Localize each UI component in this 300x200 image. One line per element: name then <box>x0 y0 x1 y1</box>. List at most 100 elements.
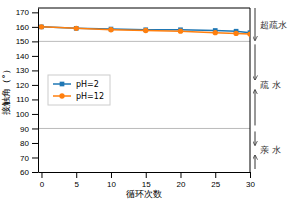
x-axis-tick-label: 30 <box>246 180 255 189</box>
y-axis-tick-line <box>32 99 38 100</box>
x-axis-tick-line <box>180 172 181 178</box>
x-axis-tick-line <box>250 172 251 178</box>
x-axis-tick-label: 0 <box>40 180 45 189</box>
y-axis-tick-line <box>32 41 38 42</box>
point <box>213 30 218 35</box>
annotation-label: 超疏水 <box>260 20 287 30</box>
y-axis-tick-label: 70 <box>20 154 29 163</box>
point <box>247 31 250 36</box>
point <box>143 28 148 33</box>
y-axis: 60 70 80 90 100 110 120 130 140 150 160 170 <box>16 8 39 177</box>
y-axis-tick: 60 <box>20 168 38 177</box>
point <box>39 25 44 30</box>
y-axis-tick-line <box>32 172 38 173</box>
point <box>233 31 238 36</box>
y-axis-tick-label: 120 <box>16 81 30 90</box>
x-axis-tick: 30 <box>246 172 255 189</box>
y-axis-tick: 70 <box>20 154 38 163</box>
point <box>39 24 44 29</box>
legend-item: pH=12 <box>53 92 104 101</box>
y-axis-tick-line <box>32 128 38 129</box>
y-axis-tick: 130 <box>16 66 38 75</box>
annotation-arrow <box>255 131 256 145</box>
y-axis-tick-label: 140 <box>16 52 30 61</box>
x-axis-tick-line <box>146 172 147 178</box>
legend-item: pH=2 <box>53 80 99 89</box>
y-axis-tick-label: 90 <box>20 125 29 134</box>
x-axis-tick-line <box>215 172 216 178</box>
annotation-arrow <box>255 8 256 40</box>
y-axis-tick-line <box>32 56 38 57</box>
point <box>178 29 183 34</box>
y-axis-tick: 170 <box>16 8 38 17</box>
y-axis-tick-label: 170 <box>16 8 30 17</box>
x-axis-tick-label: 20 <box>177 180 186 189</box>
chart: 0 5 10 15 20 25 30 60 70 80 90 100 110 120 130 140 150 16… <box>0 0 300 200</box>
annotation-arrow <box>255 90 256 126</box>
y-axis-tick-line <box>32 114 38 115</box>
y-axis-tick-label: 160 <box>16 23 30 32</box>
y-axis-tick-label: 130 <box>16 66 30 75</box>
y-axis-tick: 90 <box>20 125 38 134</box>
y-axis-tick-line <box>32 143 38 144</box>
y-axis-tick: 110 <box>16 95 38 104</box>
legend-label: pH=12 <box>76 92 104 101</box>
x-axis-tick-line <box>111 172 112 178</box>
annotation-arrow <box>255 155 256 169</box>
x-axis-tick: 20 <box>177 172 186 189</box>
y-axis-tick: 80 <box>20 139 38 148</box>
plot: 0 5 10 15 20 25 30 60 70 80 90 100 110 120 130 140 150 16… <box>16 8 287 189</box>
x-axis-tick: 15 <box>142 172 151 189</box>
legend-label: pH=2 <box>76 80 99 89</box>
y-axis-tick: 140 <box>16 52 38 61</box>
annotation-label: 疏 水 <box>260 80 281 90</box>
x-axis-tick-line <box>76 172 77 178</box>
point <box>74 26 79 31</box>
annotations: 超疏水疏 水亲 水 <box>255 8 287 169</box>
reference-lines <box>38 41 250 128</box>
y-axis-tick: 120 <box>16 81 38 90</box>
y-axis-tick-line <box>32 157 38 158</box>
x-axis-tick: 5 <box>75 172 80 189</box>
reference-line <box>38 41 250 42</box>
y-axis-tick-label: 80 <box>20 139 29 148</box>
x-axis-tick: 10 <box>107 172 116 189</box>
x-axis-title: 循环次数 <box>126 189 162 199</box>
y-axis-tick-line <box>32 70 38 71</box>
x-axis-tick-label: 10 <box>107 180 116 189</box>
y-axis-line <box>38 9 39 173</box>
x-axis-tick-label: 15 <box>142 180 151 189</box>
frame-top <box>38 8 250 9</box>
x-axis-tick-line <box>41 172 42 178</box>
x-axis-tick: 0 <box>40 172 45 189</box>
legend-box <box>48 75 110 105</box>
point <box>108 27 113 32</box>
y-axis-tick-label: 100 <box>16 110 30 119</box>
annotation-label: 亲 水 <box>260 145 281 155</box>
legend: pH=2 pH=12 <box>48 75 110 105</box>
series-line <box>41 27 250 34</box>
y-axis-tick-line <box>32 12 38 13</box>
series <box>39 24 250 37</box>
point <box>74 26 79 31</box>
y-axis-tick-label: 150 <box>16 37 30 46</box>
y-axis-tick: 160 <box>16 23 38 32</box>
y-axis-tick-label: 110 <box>16 95 29 104</box>
data <box>39 24 250 37</box>
reference-line <box>38 128 250 129</box>
y-axis-tick-label: 60 <box>20 168 29 177</box>
y-axis-tick-line <box>32 85 38 86</box>
y-axis-tick: 150 <box>16 37 38 46</box>
x-axis-tick-label: 25 <box>211 180 220 189</box>
y-axis-tick: 100 <box>16 110 38 119</box>
legend-marker <box>60 82 65 87</box>
x-axis-tick-label: 5 <box>75 180 80 189</box>
y-axis-title: 接触角（°） <box>1 65 11 115</box>
annotation-arrow <box>255 44 256 80</box>
x-axis-tick: 25 <box>211 172 220 189</box>
series <box>39 25 250 35</box>
x-axis-line <box>39 172 251 173</box>
legend-marker <box>59 93 64 98</box>
y-axis-tick-line <box>32 27 38 28</box>
x-axis: 0 5 10 15 20 25 30 <box>39 172 256 189</box>
